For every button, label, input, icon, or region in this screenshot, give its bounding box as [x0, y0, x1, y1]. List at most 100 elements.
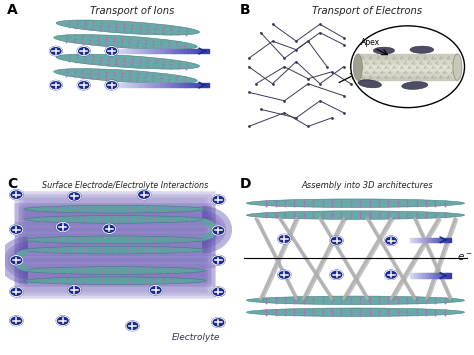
Bar — [144, 83, 147, 87]
Bar — [358, 59, 457, 61]
Bar — [358, 54, 457, 55]
Bar — [132, 49, 135, 53]
Ellipse shape — [25, 267, 206, 274]
Circle shape — [212, 318, 225, 327]
Ellipse shape — [25, 215, 206, 223]
Text: $e^-$: $e^-$ — [457, 252, 473, 263]
Circle shape — [10, 316, 23, 326]
Ellipse shape — [353, 54, 362, 80]
Bar — [181, 49, 184, 53]
Bar — [413, 273, 414, 278]
Bar — [206, 49, 210, 53]
Bar — [441, 273, 442, 278]
Bar — [194, 49, 197, 53]
Bar — [175, 83, 178, 87]
Bar — [119, 49, 123, 53]
Bar — [434, 238, 436, 242]
Circle shape — [278, 234, 291, 244]
Bar — [433, 238, 434, 242]
Circle shape — [68, 285, 81, 295]
Ellipse shape — [410, 46, 434, 53]
Bar — [442, 273, 444, 278]
Bar — [178, 83, 182, 87]
Bar — [438, 238, 440, 242]
Bar — [439, 238, 441, 242]
FancyBboxPatch shape — [22, 209, 208, 232]
Ellipse shape — [25, 205, 206, 213]
Bar — [441, 238, 442, 242]
Ellipse shape — [56, 54, 200, 69]
Bar — [126, 83, 129, 87]
Bar — [122, 83, 126, 87]
Bar — [447, 238, 449, 242]
FancyBboxPatch shape — [19, 237, 211, 265]
Bar — [417, 273, 418, 278]
Bar — [358, 64, 457, 66]
FancyBboxPatch shape — [15, 264, 216, 299]
Bar — [172, 83, 175, 87]
FancyBboxPatch shape — [15, 203, 216, 237]
Bar — [135, 49, 138, 53]
Bar — [358, 56, 457, 58]
Circle shape — [105, 81, 118, 90]
Bar — [415, 238, 417, 242]
Circle shape — [212, 287, 225, 296]
Bar — [169, 83, 172, 87]
Bar — [187, 83, 191, 87]
Bar — [191, 83, 194, 87]
Bar — [150, 83, 154, 87]
Circle shape — [50, 47, 62, 56]
Bar — [175, 49, 178, 53]
Bar — [421, 273, 422, 278]
Circle shape — [68, 192, 81, 201]
FancyBboxPatch shape — [25, 241, 206, 261]
Bar — [434, 273, 436, 278]
Circle shape — [212, 256, 225, 265]
Bar — [358, 76, 457, 78]
Bar — [358, 67, 457, 69]
Bar — [436, 238, 437, 242]
Circle shape — [77, 81, 90, 90]
Ellipse shape — [374, 47, 395, 54]
Ellipse shape — [453, 54, 462, 80]
Bar — [169, 49, 172, 53]
Bar — [410, 273, 411, 278]
Bar — [154, 83, 157, 87]
Ellipse shape — [25, 246, 206, 254]
Bar — [141, 49, 144, 53]
Bar — [423, 238, 425, 242]
Bar — [445, 238, 447, 242]
Bar — [410, 238, 411, 242]
Bar — [421, 238, 422, 242]
Bar — [128, 83, 132, 87]
Bar — [444, 238, 445, 242]
Bar — [150, 49, 154, 53]
Circle shape — [56, 222, 69, 232]
Bar — [419, 273, 421, 278]
Text: Electrolyte: Electrolyte — [172, 333, 220, 342]
Bar — [415, 273, 417, 278]
Bar — [358, 71, 457, 72]
Bar — [160, 83, 163, 87]
Bar — [444, 273, 445, 278]
Bar — [178, 49, 182, 53]
Circle shape — [278, 270, 291, 279]
Bar — [147, 49, 151, 53]
Bar — [426, 273, 428, 278]
Bar — [438, 273, 440, 278]
Bar — [447, 273, 449, 278]
Circle shape — [50, 81, 62, 90]
Bar — [156, 83, 160, 87]
Bar — [132, 83, 135, 87]
Bar — [358, 55, 457, 56]
Circle shape — [10, 225, 23, 234]
Bar — [116, 49, 119, 53]
Bar — [197, 83, 200, 87]
Text: C: C — [7, 177, 18, 191]
Ellipse shape — [25, 236, 206, 244]
FancyBboxPatch shape — [15, 191, 216, 225]
Ellipse shape — [246, 211, 465, 219]
Text: Transport of Ions: Transport of Ions — [90, 6, 175, 16]
Bar — [414, 273, 416, 278]
Bar — [358, 79, 457, 80]
